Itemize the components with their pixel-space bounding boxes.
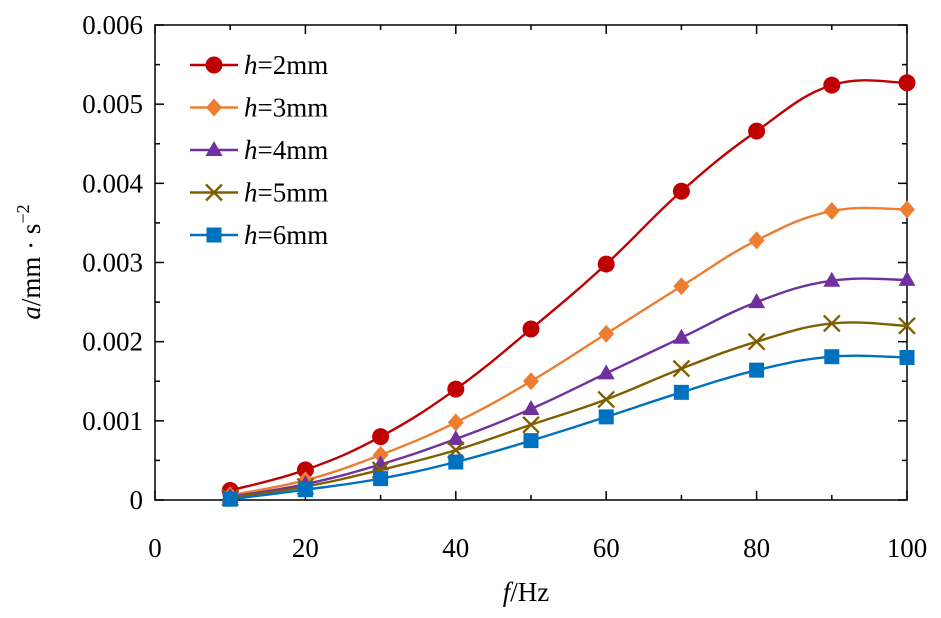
data-point [898, 316, 916, 335]
data-point [823, 271, 841, 287]
data-point [673, 384, 689, 400]
legend-label: h=5mm [244, 178, 328, 208]
data-point [823, 76, 841, 94]
data-point [522, 399, 540, 415]
data-point [898, 270, 916, 286]
x-tick-label: 60 [593, 533, 620, 563]
series-line [229, 206, 908, 497]
y-tick-label: 0.005 [82, 89, 143, 119]
data-point [748, 122, 766, 140]
data-point [523, 433, 539, 449]
legend-label: h=6mm [244, 220, 328, 250]
series-line [230, 321, 908, 499]
data-point [372, 428, 390, 446]
data-point [297, 482, 313, 498]
x-tick-label: 20 [292, 533, 319, 563]
legend-item: h=4mm [190, 135, 328, 165]
x-axis-label: f/Hz [503, 577, 550, 607]
data-point [748, 231, 765, 250]
legend-label: h=4mm [244, 135, 328, 165]
y-tick-label: 0 [130, 485, 144, 515]
data-point [899, 200, 915, 219]
series-layer [221, 74, 916, 507]
legend-item: h=6mm [190, 220, 328, 250]
data-point [748, 293, 766, 309]
legend-label: h=2mm [244, 50, 328, 80]
data-point [824, 349, 840, 365]
data-point [747, 332, 766, 351]
data-point [373, 471, 389, 487]
series-line [230, 277, 908, 499]
x-tick-labels: 0 20 40 60 80 100 [148, 533, 927, 563]
y-tick-label: 0.002 [82, 327, 143, 357]
data-point [672, 359, 691, 378]
y-tick-labels: 0 0.001 0.002 0.003 0.004 0.005 0.006 [82, 10, 143, 515]
series-line [230, 354, 908, 501]
x-tick-label: 100 [887, 533, 928, 563]
y-tick-label: 0.006 [82, 10, 143, 40]
data-point [822, 314, 841, 333]
x-tick-label: 80 [743, 533, 770, 563]
data-point [899, 350, 915, 365]
legend-marker [206, 98, 222, 117]
data-point [749, 362, 765, 378]
data-point [523, 372, 539, 391]
y-axis-label-exponent: −2 [13, 204, 33, 223]
data-point [447, 430, 465, 446]
data-point [823, 202, 840, 221]
data-point [598, 324, 615, 343]
legend-marker [205, 56, 223, 74]
legend-item: h=3mm [190, 93, 328, 123]
data-point [522, 415, 540, 434]
data-point [447, 413, 464, 432]
legend-marker [205, 183, 223, 202]
y-axis-label: a/mm · s−2 [13, 204, 46, 319]
data-point [448, 454, 464, 470]
legend-label: h=3mm [244, 93, 328, 123]
data-point [222, 491, 238, 507]
data-point [296, 461, 314, 479]
data-point [447, 380, 465, 398]
data-point [597, 255, 615, 273]
data-point [672, 328, 690, 344]
y-tick-label: 0.004 [82, 168, 143, 198]
axis-ticks [154, 24, 908, 501]
series-4 [221, 314, 916, 507]
series-5 [222, 349, 915, 507]
series-line [229, 79, 908, 492]
data-point [522, 320, 540, 338]
x-tick-label: 40 [442, 533, 469, 563]
data-point [672, 182, 690, 200]
data-point [673, 277, 690, 296]
data-point [898, 74, 916, 92]
data-point [597, 364, 615, 380]
legend-marker [205, 141, 223, 156]
legend-item: h=2mm [190, 50, 328, 80]
data-point [372, 445, 389, 464]
x-tick-label: 0 [148, 533, 162, 563]
data-point [598, 409, 614, 425]
data-point [597, 390, 616, 409]
y-tick-label: 0.001 [82, 406, 143, 436]
y-tick-label: 0.003 [82, 248, 143, 278]
series-3 [221, 270, 916, 503]
legend-marker [206, 227, 222, 243]
legend: h=2mm h=3mm h=4mm h=5mm h=6mm [190, 50, 328, 250]
legend-item: h=5mm [190, 178, 328, 208]
